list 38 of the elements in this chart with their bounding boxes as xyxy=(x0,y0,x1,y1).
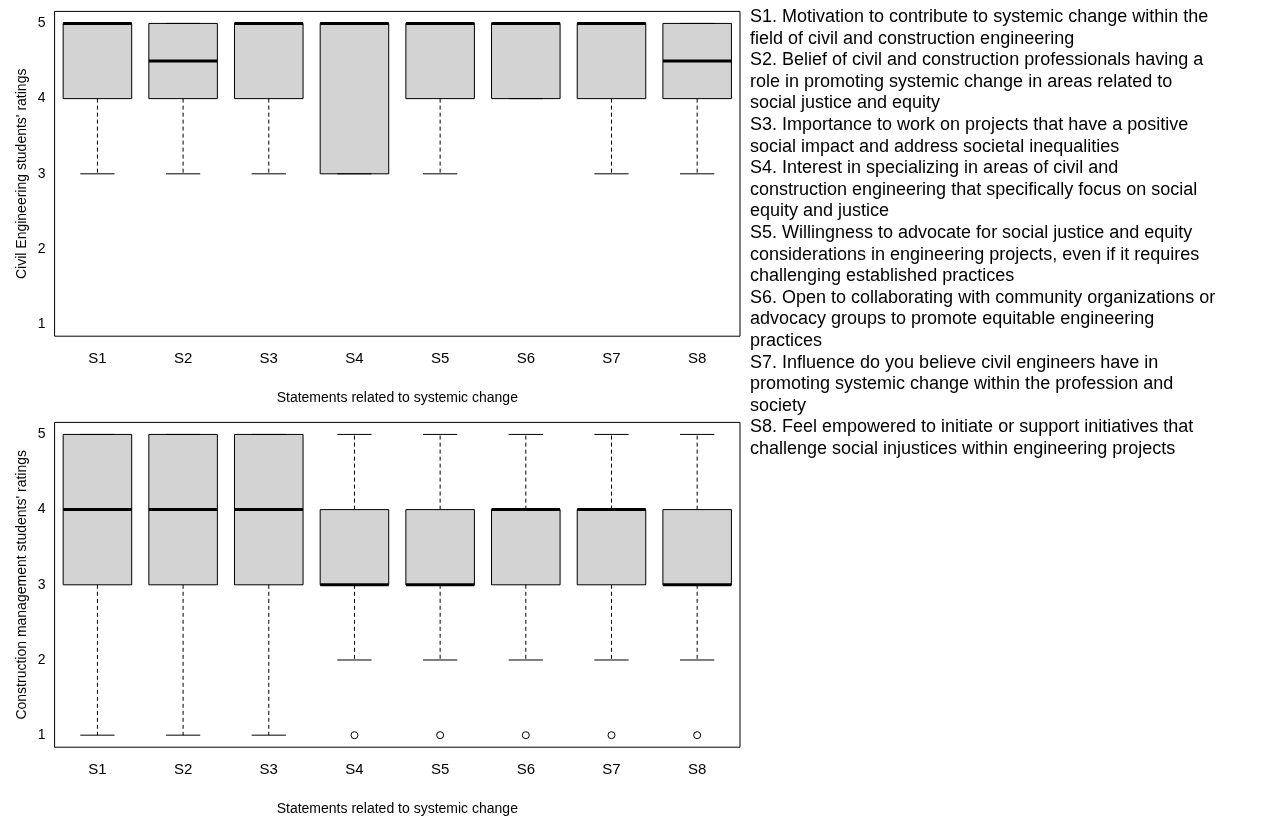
x-tick-label: S5 xyxy=(430,349,450,367)
x-tick-label: S7 xyxy=(602,349,621,367)
y-tick-label: 3 xyxy=(37,575,46,592)
text: S4. Interest in specializing in areas of civil and construction engineering that specifically focus on social equity and justice xyxy=(750,157,1199,222)
y-tick-label: 5 xyxy=(37,14,46,31)
x-tick-label: S1 xyxy=(88,349,107,367)
text: S1. Motivation to contribute to systemic change within the field of civil and construction engineering xyxy=(750,6,1210,50)
x-tick-label: S2 xyxy=(173,760,193,778)
x-tick-label: S6 xyxy=(516,760,535,778)
x-axis-title: Statements related to systemic change xyxy=(276,389,519,406)
x-axis-title: Statements related to systemic change xyxy=(276,800,519,817)
x-tick-label: S7 xyxy=(602,760,621,778)
x-tick-label: S4 xyxy=(345,349,364,367)
y-axis-title: Civil Engineering students' ratings xyxy=(13,68,30,280)
x-tick-label: S3 xyxy=(259,349,278,367)
x-tick-label: S3 xyxy=(259,760,278,778)
text: S8. Feel empowered to initiate or support initiatives that challenge social injustices within engineering projects xyxy=(750,416,1195,460)
text: S3. Importance to work on projects that have a positive social impact and address societal inequalities xyxy=(750,113,1190,158)
text: S5. Willingness to advocate for social justice and equity considerations in engineering projects, even if it requires challenging established practices xyxy=(750,221,1201,287)
y-tick-label: 4 xyxy=(37,89,46,106)
x-tick-label: S5 xyxy=(430,760,450,778)
y-tick-label: 5 xyxy=(37,425,46,442)
text: S7. Influence do you believe civil engineers have in promoting systemic change within the profession and society xyxy=(750,351,1175,417)
x-tick-label: S1 xyxy=(88,760,107,778)
text: S6. Open to collaborating with community organizations or advocacy groups to promote equitable engineering practices xyxy=(750,286,1217,352)
text: S2. Belief of civil and construction professionals having a role in promoting systemic change in areas related to social justice and equity xyxy=(750,49,1205,114)
y-tick-label: 2 xyxy=(37,239,46,256)
y-axis-title: Construction management students' ratings xyxy=(13,450,30,720)
y-tick-label: 1 xyxy=(37,315,46,332)
x-tick-label: S4 xyxy=(345,760,364,778)
y-tick-label: 4 xyxy=(37,500,46,517)
x-tick-label: S8 xyxy=(687,760,707,778)
x-tick-label: S6 xyxy=(516,349,535,367)
y-tick-label: 2 xyxy=(37,650,46,667)
y-tick-label: 3 xyxy=(37,164,46,181)
x-tick-label: S8 xyxy=(687,349,707,367)
y-tick-label: 1 xyxy=(37,726,46,743)
x-tick-label: S2 xyxy=(173,349,193,367)
